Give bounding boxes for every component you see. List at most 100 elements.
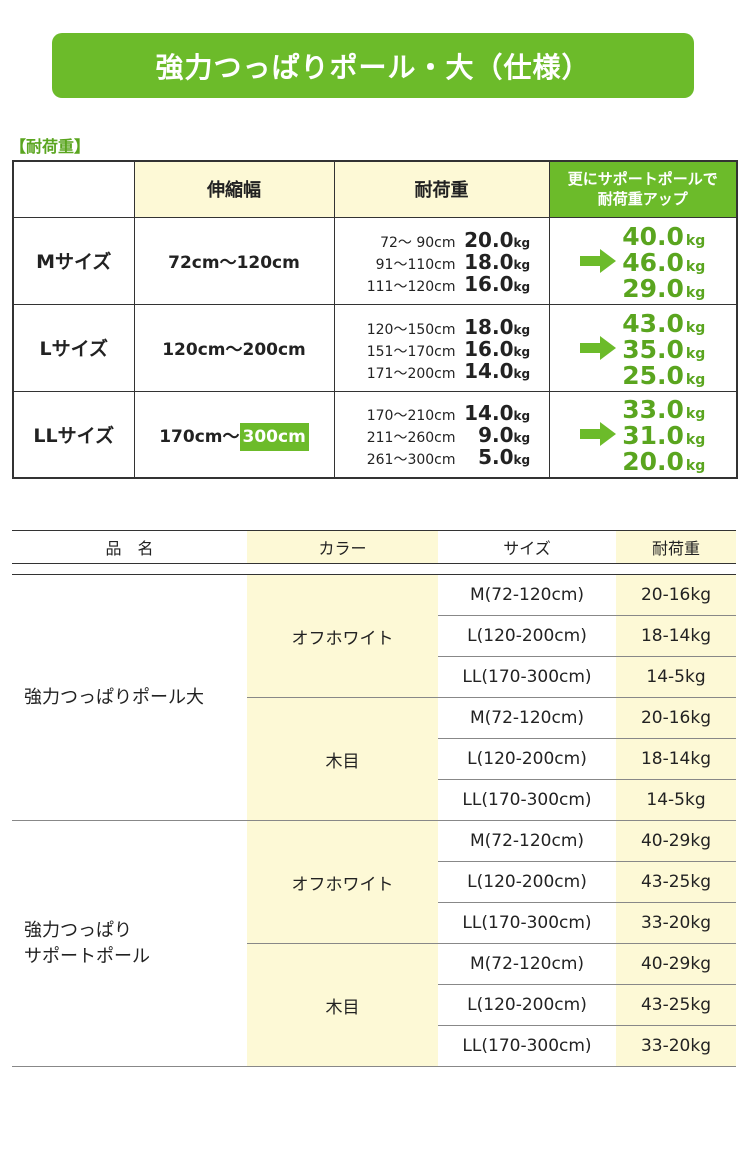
- product-row: 木目 M(72-120cm) 40-29kg: [12, 943, 736, 1067]
- detail-unit: kg: [513, 344, 531, 359]
- detail-range: 261〜300cm: [366, 452, 456, 469]
- size-cell: Lサイズ: [12, 303, 135, 392]
- detail-line: 171〜200cm 14.0 kg: [335, 359, 549, 383]
- load-cell: 43-25kg: [616, 861, 736, 903]
- range-cell: 120cm〜200cm: [133, 303, 335, 392]
- color-cell: 木目: [247, 697, 438, 821]
- range-cell: 72cm〜120cm: [133, 216, 335, 305]
- range-text: 170cm〜: [159, 426, 240, 447]
- support-wrap: 43.0 kg 35.0 kg 25.0 kg: [550, 308, 737, 390]
- size-cell: M(72-120cm): [438, 697, 616, 739]
- size-cell: Mサイズ: [12, 216, 135, 305]
- support-unit: kg: [685, 432, 706, 449]
- size-cell: LL(170-300cm): [438, 1025, 616, 1067]
- load-cell: 33-20kg: [616, 1025, 736, 1067]
- name-line: サポートポール: [24, 945, 150, 967]
- detail-load: 18.0: [464, 314, 514, 339]
- color-cell: オフホワイト: [247, 820, 438, 944]
- detail-load: 14.0: [464, 401, 514, 426]
- detail-line: 151〜170cm 16.0 kg: [335, 337, 549, 361]
- support-load: 40.0: [622, 221, 684, 251]
- size-cell: M(72-120cm): [438, 943, 616, 985]
- support-line: 25.0 kg: [622, 360, 706, 390]
- name-line: 強力つっぱり: [24, 919, 132, 941]
- detail-cell: 120〜150cm 18.0 kg 151〜170cm 16.0 kg 171〜200cm 1…: [333, 303, 550, 392]
- product-table: 品 名カラー サイズ 耐荷重 強力つっぱりポール大 オフホワイト M(72-120cm) 2…: [12, 530, 736, 1067]
- detail-line: 170〜210cm 14.0 kg: [335, 401, 549, 426]
- detail-line: 211〜260cm 9.0 kg: [335, 423, 549, 447]
- support-load: 33.0: [622, 395, 684, 425]
- gap-cell: [12, 563, 247, 575]
- support-line: 29.0 kg: [622, 273, 705, 303]
- support-unit: kg: [685, 319, 706, 336]
- range-text: 300cm: [239, 422, 309, 451]
- load-cell: 14-5kg: [616, 779, 736, 821]
- arrow: [580, 422, 617, 447]
- support-cell: 33.0 kg 31.0 kg 20.0 kg: [548, 390, 738, 479]
- support-load: 25.0: [622, 360, 684, 390]
- range-cell: 170cm〜 300cm: [133, 390, 335, 479]
- support-unit: kg: [685, 232, 706, 249]
- support-cell: 43.0 kg 35.0 kg 25.0 kg: [548, 303, 738, 392]
- detail-cell: 72〜 90cm 20.0 kg 91〜110cm 18.0 kg 111〜120cm 16.…: [333, 216, 550, 305]
- support-load: 31.0: [622, 421, 684, 451]
- product-name: 強力つっぱりポール大: [12, 574, 247, 821]
- header-cell: 耐荷重: [616, 530, 736, 564]
- support-unit: kg: [685, 345, 706, 362]
- size-cell: L(120-200cm): [438, 861, 616, 903]
- header-row: 伸縮幅 耐荷重 更にサポートポールで 耐荷重アップ: [12, 160, 738, 218]
- size-cell: LL(170-300cm): [438, 902, 616, 944]
- header-row: 品 名カラー サイズ 耐荷重: [12, 530, 736, 564]
- support-load: 29.0: [622, 273, 684, 303]
- detail-line: 261〜300cm 5.0 kg: [335, 445, 549, 469]
- support-wrap: 40.0 kg 46.0 kg 29.0 kg: [550, 221, 737, 303]
- detail-unit: kg: [513, 322, 531, 337]
- support-load: 43.0: [622, 308, 684, 338]
- support-wrap: 33.0 kg 31.0 kg 20.0 kg: [550, 395, 737, 477]
- arrow-shape: [580, 422, 617, 447]
- detail-unit: kg: [513, 257, 531, 272]
- support-unit: kg: [685, 258, 706, 275]
- load-cell: 20-16kg: [616, 697, 736, 739]
- detail-load: 18.0: [464, 249, 514, 274]
- header-cell: 品 名: [12, 530, 247, 564]
- product-row: LL(170-300cm) 14-5kg: [12, 779, 736, 821]
- load-cell: 18-14kg: [616, 738, 736, 780]
- load-cell: 20-16kg: [616, 574, 736, 616]
- support-line: 33.0 kg: [622, 395, 705, 425]
- color-cell: オフホワイト: [247, 574, 438, 698]
- title-banner: 強力つっぱりポール・大（仕様）: [52, 33, 694, 98]
- detail-line: 72〜 90cm 20.0 kg: [335, 227, 549, 252]
- arrow-shape: [580, 248, 617, 273]
- detail-range: 111〜120cm: [366, 278, 456, 295]
- product-row: 強力つっぱりポール大 オフホワイト M(72-120cm) 20-16kg: [12, 574, 736, 821]
- detail-unit: kg: [513, 235, 531, 250]
- support-line: 35.0 kg: [622, 335, 706, 364]
- product-row: LL(170-300cm) 33-20kg: [12, 902, 736, 944]
- header-line: 耐荷重アップ: [597, 190, 688, 209]
- gap-cell: [247, 563, 438, 575]
- detail-load: 20.0: [464, 227, 514, 252]
- detail-unit: kg: [513, 431, 531, 446]
- arrow: [580, 335, 617, 360]
- support-line: 46.0 kg: [622, 247, 706, 277]
- detail-range: 91〜110cm: [375, 256, 456, 273]
- support-load: 20.0: [622, 447, 684, 477]
- detail-unit: kg: [513, 453, 531, 468]
- size-cell: L(120-200cm): [438, 615, 616, 657]
- product-row: 強力つっぱり サポートポール オフホワイト M(72-120cm) 40-29kg: [12, 820, 736, 1067]
- detail-unit: kg: [513, 279, 531, 294]
- corner-cell: [12, 160, 135, 218]
- product-row: L(120-200cm) 43-25kg: [12, 861, 736, 903]
- size-cell: LL(170-300cm): [438, 656, 616, 698]
- size-cell: L(120-200cm): [438, 984, 616, 1026]
- support-cell: 40.0 kg 46.0 kg 29.0 kg: [548, 216, 738, 305]
- detail-range: 171〜200cm: [366, 365, 456, 382]
- detail-unit: kg: [513, 409, 531, 424]
- detail-range: 170〜210cm: [366, 408, 456, 425]
- header-cell: 更にサポートポールで 耐荷重アップ: [548, 160, 738, 218]
- detail-load: 16.0: [464, 271, 514, 296]
- support-unit: kg: [685, 371, 706, 388]
- support-load: 46.0: [622, 247, 684, 277]
